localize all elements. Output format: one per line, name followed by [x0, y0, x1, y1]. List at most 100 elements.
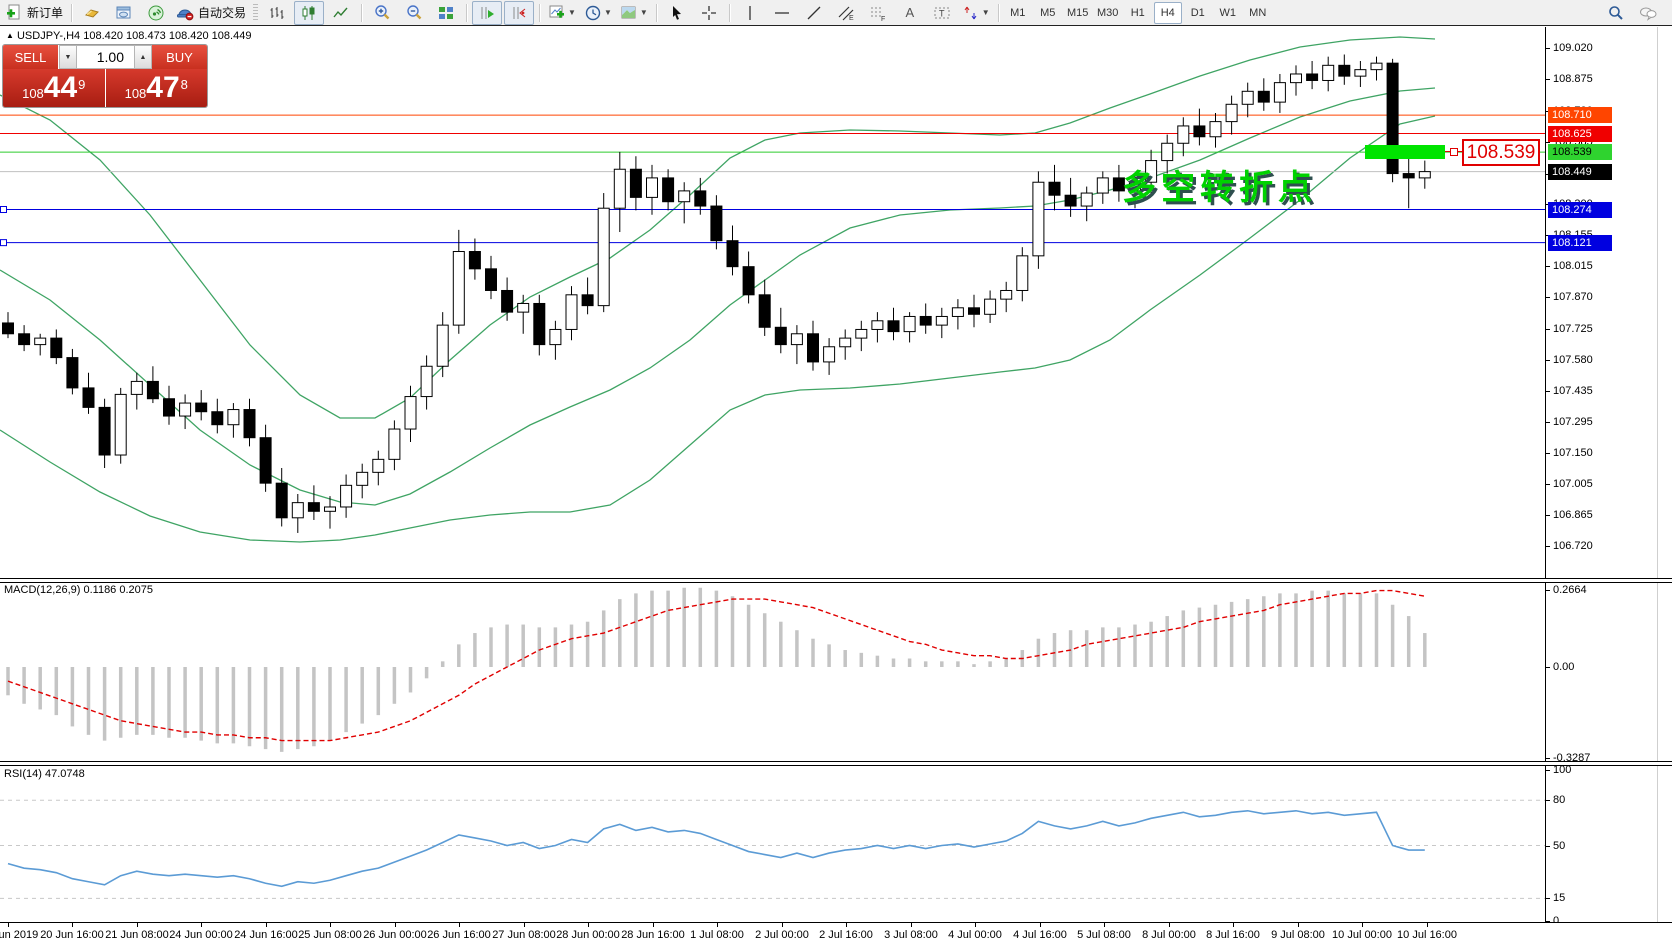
- periods-button[interactable]: ▼: [581, 1, 615, 25]
- trendline-tool-button[interactable]: [799, 1, 829, 25]
- candle-body: [662, 177, 675, 203]
- candle-body: [1145, 160, 1158, 183]
- volume-input[interactable]: [77, 45, 134, 69]
- timeframe-m1[interactable]: M1: [1010, 6, 1026, 19]
- channel-tool-button[interactable]: E: [831, 1, 861, 25]
- navigator-button[interactable]: [109, 1, 139, 25]
- search-button[interactable]: [1601, 1, 1631, 25]
- timeframe-mn[interactable]: MN: [1249, 6, 1267, 19]
- buy-price-sup: 8: [180, 76, 188, 92]
- price-tick-107.725: 107.725: [1553, 323, 1593, 335]
- timeframe-h4[interactable]: H4: [1153, 1, 1182, 24]
- axis-tick: [1545, 297, 1550, 298]
- cursor-tool-button[interactable]: [662, 1, 692, 25]
- panel-separator-macd[interactable]: [0, 578, 1672, 583]
- sell-price[interactable]: 108 44 9: [3, 69, 106, 107]
- toolbar-separator: [466, 3, 468, 22]
- price-badge-108.274: 108.274: [1548, 201, 1612, 218]
- time-tick: [911, 923, 912, 927]
- axis-tick: [1545, 921, 1550, 922]
- time-tick: [524, 923, 525, 927]
- volume-decrease-button[interactable]: ▼: [59, 45, 77, 69]
- axis-tick: [1545, 898, 1550, 899]
- sell-button[interactable]: SELL: [3, 45, 59, 69]
- signals-button[interactable]: [141, 1, 171, 25]
- timeframe-h1[interactable]: H1: [1130, 6, 1145, 19]
- candle-body: [2, 322, 14, 335]
- vertical-line-tool-button[interactable]: [735, 1, 765, 25]
- candle-body: [1161, 142, 1174, 162]
- line-chart-button[interactable]: [326, 1, 356, 25]
- direction-up-icon: ▲: [6, 31, 14, 40]
- autotrading-button[interactable]: 自动交易: [173, 1, 249, 25]
- time-label: 28 Jun 16:00: [621, 929, 685, 941]
- candle-body: [1290, 73, 1302, 84]
- candle-body: [839, 337, 852, 348]
- one-click-trading-panel: SELL ▼ ▲ BUY 108 44 9 108 47 8: [2, 44, 208, 108]
- chart-shift-button[interactable]: [504, 0, 535, 25]
- candle-body: [146, 380, 159, 400]
- candle-body: [372, 458, 385, 473]
- svg-text:T: T: [939, 8, 945, 18]
- text-label-tool-button[interactable]: T: [927, 1, 957, 25]
- price-callout[interactable]: 108.539: [1462, 139, 1540, 166]
- text-tool-button[interactable]: A: [895, 1, 925, 25]
- buy-price[interactable]: 108 47 8: [105, 69, 207, 107]
- macd-panel: [0, 582, 1545, 763]
- candle-body: [565, 294, 578, 330]
- tile-windows-button[interactable]: [431, 1, 461, 25]
- candlestick-chart-button[interactable]: [294, 0, 325, 25]
- zoom-out-button[interactable]: [399, 1, 429, 25]
- buy-price-prefix: 108: [124, 85, 147, 101]
- crosshair-tool-button[interactable]: [694, 1, 724, 25]
- price-axis[interactable]: 109.020108.875108.730108.585108.440108.3…: [1545, 27, 1657, 927]
- candle-body: [195, 402, 208, 413]
- highlight-bar[interactable]: [1365, 145, 1445, 159]
- chart-annotation-text[interactable]: 多空转折点: [1122, 169, 1317, 207]
- axis-tick: [1545, 800, 1550, 801]
- axis-tick: [1545, 48, 1550, 49]
- dropdown-caret-icon: ▼: [603, 8, 612, 17]
- time-tick: [782, 923, 783, 927]
- axis-tick: [1545, 546, 1550, 547]
- candle-body: [501, 289, 514, 313]
- zoom-in-button[interactable]: [367, 1, 397, 25]
- candle-body: [678, 190, 691, 203]
- market-watch-button[interactable]: [77, 1, 107, 25]
- hline-anchor[interactable]: [0, 239, 7, 247]
- templates-button[interactable]: ▼: [617, 1, 651, 25]
- bar-chart-button[interactable]: [262, 1, 292, 25]
- search-icon: [1609, 5, 1623, 20]
- horizontal-line-tool-button[interactable]: [767, 1, 797, 25]
- time-label: 9 Jul 08:00: [1271, 929, 1325, 941]
- candle-body: [163, 398, 175, 417]
- axis-tick: [1545, 515, 1550, 516]
- timeframe-m15[interactable]: M15: [1067, 6, 1089, 19]
- indicators-icon: [549, 5, 565, 18]
- candle-body: [114, 393, 127, 456]
- candle-body: [1096, 177, 1109, 194]
- indicators-button[interactable]: ▼: [545, 1, 579, 25]
- candle-body: [951, 307, 964, 317]
- auto-scroll-button[interactable]: [472, 0, 503, 25]
- timeframe-m30[interactable]: M30: [1097, 6, 1119, 19]
- arrows-tool-button[interactable]: ▼: [959, 1, 993, 25]
- volume-increase-button[interactable]: ▲: [134, 45, 152, 69]
- hline-anchor[interactable]: [0, 206, 7, 214]
- timeframe-d1[interactable]: D1: [1190, 6, 1205, 19]
- candle-body: [130, 380, 143, 395]
- buy-button[interactable]: BUY: [152, 45, 207, 69]
- axis-tick: [1545, 453, 1550, 454]
- new-order-button[interactable]: 新订单: [3, 1, 66, 25]
- price-badge-108.625: 108.625: [1548, 125, 1612, 142]
- macd-tick-0.00: 0.00: [1553, 661, 1575, 673]
- fibonacci-tool-button[interactable]: F: [863, 1, 893, 25]
- timeframe-group: M1 M5 M15 M30 H1 H4 D1 W1 MN: [1003, 1, 1273, 24]
- timeframe-w1[interactable]: W1: [1219, 6, 1236, 19]
- timeframe-m5[interactable]: M5: [1040, 6, 1056, 19]
- panel-separator-rsi[interactable]: [0, 761, 1672, 766]
- autotrading-label: 自动交易: [198, 6, 247, 20]
- autotrading-hat-icon: [177, 9, 194, 20]
- chat-button[interactable]: [1633, 1, 1663, 25]
